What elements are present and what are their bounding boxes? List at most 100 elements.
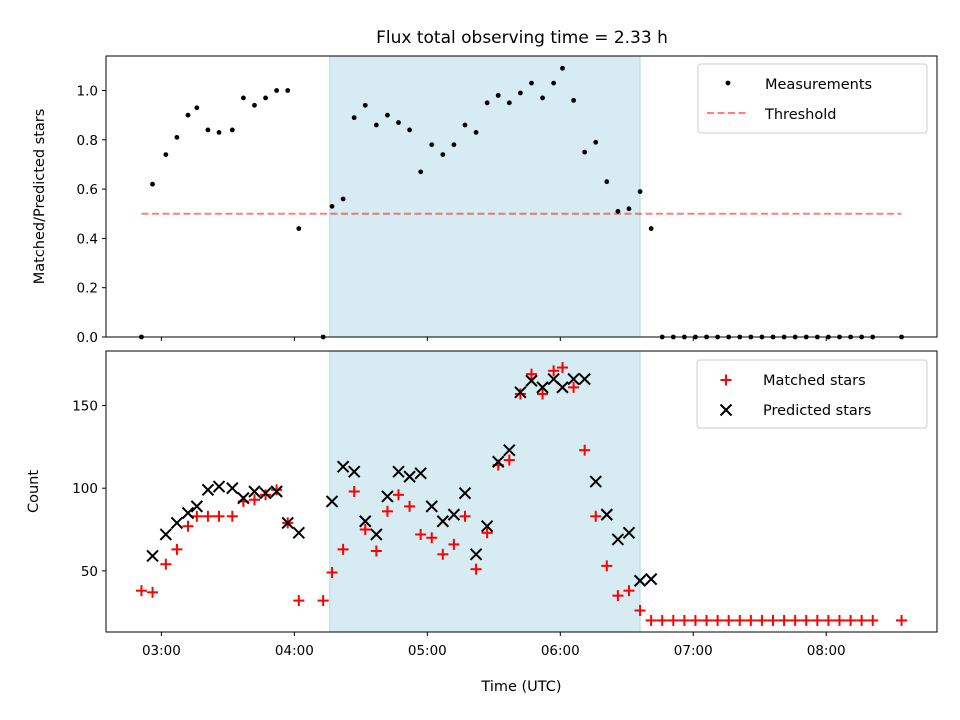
cross-b xyxy=(536,381,549,394)
bottom-observing-window-shade xyxy=(329,350,641,633)
predicted-star-point xyxy=(589,475,602,488)
measurement-point xyxy=(517,90,523,96)
cross-b xyxy=(458,486,472,500)
predicted-star-point xyxy=(447,508,461,521)
y-tick-label: 0.8 xyxy=(77,133,98,149)
predicted-star-point xyxy=(281,516,294,530)
measurement-point xyxy=(274,88,280,93)
measurement-point xyxy=(396,120,401,125)
matched-star-point xyxy=(667,614,679,626)
cross-b xyxy=(556,381,569,394)
matched-star-point xyxy=(537,388,549,400)
predicted-star-point xyxy=(503,443,516,457)
cross-b xyxy=(170,516,184,530)
matched-star-point xyxy=(701,614,713,626)
legend-measurements-label: Measurements xyxy=(765,77,872,93)
matched-star-point xyxy=(623,585,635,597)
y-tick-label: 50 xyxy=(81,564,98,580)
measurement-point xyxy=(604,179,610,185)
predicted-star-point xyxy=(212,480,226,493)
measurement-point xyxy=(418,169,424,175)
top-axes-frame xyxy=(105,55,938,338)
measurement-point xyxy=(194,105,200,111)
predicted-star-point xyxy=(436,515,450,528)
matched-star-point xyxy=(470,563,482,575)
legend-plus xyxy=(720,374,732,386)
matched-star-point xyxy=(612,590,624,602)
cross-b xyxy=(201,483,215,497)
measurement-point xyxy=(593,139,599,145)
matched-star-point xyxy=(293,595,305,607)
cross-b xyxy=(622,526,636,540)
predicted-star-point xyxy=(611,533,625,546)
measurement-point xyxy=(252,102,257,108)
y-tick-label: 0.4 xyxy=(77,231,98,247)
chart-title: Flux total observing time = 2.33 h xyxy=(376,28,668,48)
predicted-star-point xyxy=(514,386,527,399)
matched-star-point xyxy=(867,614,879,626)
matched-star-point xyxy=(404,500,416,512)
cross-b xyxy=(347,465,361,478)
matched-star-point xyxy=(579,444,591,456)
bottom-legend: Matched stars Predicted stars xyxy=(696,359,928,429)
matched-star-point xyxy=(202,510,214,522)
predicted-star-point xyxy=(578,372,591,386)
predicted-stars-points xyxy=(146,372,658,587)
predicted-star-point xyxy=(325,495,339,508)
x-tick-label: 04:00 xyxy=(275,643,314,659)
matched-star-point xyxy=(481,527,493,539)
matched-star-point xyxy=(171,543,183,555)
bottom-legend-box xyxy=(696,359,928,429)
matched-stars-points xyxy=(135,362,908,626)
matched-star-point xyxy=(326,566,338,578)
matched-star-point xyxy=(548,365,560,377)
bottom-y-ticks: 50 100 150 xyxy=(72,399,106,580)
measurement-point xyxy=(174,134,180,140)
cross-b xyxy=(381,490,394,503)
predicted-star-point xyxy=(458,486,472,500)
cross-b xyxy=(525,374,538,387)
cross-b xyxy=(589,475,602,488)
measurement-point xyxy=(440,152,446,157)
predicted-star-point xyxy=(567,372,580,386)
cross-b xyxy=(181,506,195,520)
predicted-star-point xyxy=(381,490,394,503)
matched-star-point xyxy=(734,614,746,626)
y-tick-label: 0.6 xyxy=(77,182,98,198)
measurement-point xyxy=(373,122,379,128)
measurement-point xyxy=(529,80,534,86)
measurement-point xyxy=(340,196,346,202)
measurement-point xyxy=(351,115,357,121)
cross-b xyxy=(392,465,405,478)
cross-b xyxy=(469,548,483,561)
predicted-star-point xyxy=(347,465,361,478)
legend-matched-label: Matched stars xyxy=(763,373,866,389)
y-tick-label: 1.0 xyxy=(77,84,98,100)
cross-b xyxy=(270,485,283,498)
matched-star-point xyxy=(601,560,613,572)
predicted-star-point xyxy=(469,548,483,561)
predicted-star-point xyxy=(492,455,505,468)
matched-star-point xyxy=(645,614,657,626)
top-observing-window-shade xyxy=(329,55,641,338)
predicted-star-point xyxy=(359,515,372,528)
matched-star-point xyxy=(160,558,172,570)
measurement-point xyxy=(626,206,632,212)
measurement-point xyxy=(185,112,191,118)
matched-star-point xyxy=(317,595,329,607)
predicted-star-point xyxy=(633,574,647,587)
matched-star-point xyxy=(689,614,701,626)
cross-b xyxy=(359,515,372,528)
matched-star-point xyxy=(359,524,371,536)
matched-star-point xyxy=(248,494,260,506)
predicted-star-point xyxy=(181,506,195,520)
measurement-point xyxy=(429,142,435,148)
measurement-point xyxy=(285,88,291,93)
matched-star-point xyxy=(337,543,349,555)
predicted-star-point xyxy=(226,481,239,495)
measurement-point xyxy=(582,149,588,155)
predicted-star-point xyxy=(248,485,261,498)
matched-star-point xyxy=(437,548,449,560)
cross-b xyxy=(212,480,226,493)
cross-b xyxy=(259,486,272,500)
